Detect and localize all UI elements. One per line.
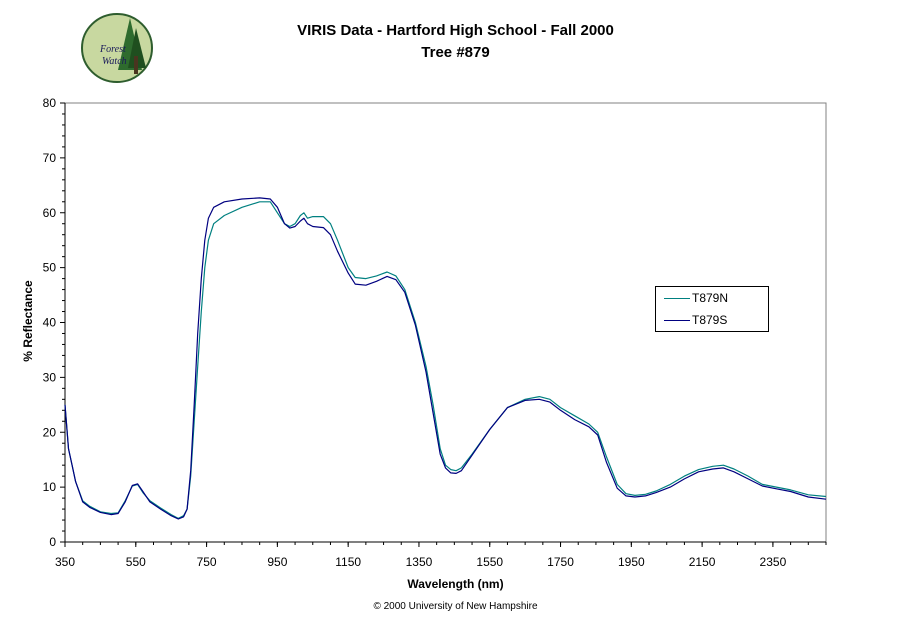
y-axis-label: % Reflectance (21, 280, 35, 362)
x-tick-label: 350 (55, 555, 75, 569)
forest-watch-logo: Forest Watch (80, 12, 154, 89)
x-tick-label: 2150 (689, 555, 716, 569)
x-tick-label: 1550 (476, 555, 503, 569)
x-tick-label: 1350 (406, 555, 433, 569)
y-tick-label: 40 (43, 316, 57, 330)
y-tick-label: 50 (43, 261, 57, 275)
legend-swatch-t879s (664, 319, 690, 321)
x-tick-label: 1150 (335, 555, 361, 569)
chart-title: VIRIS Data - Hartford High School - Fall… (297, 22, 614, 39)
x-tick-label: 1750 (547, 555, 574, 569)
y-tick-label: 0 (49, 535, 56, 549)
y-tick-label: 20 (43, 425, 57, 439)
x-axis-label: Wavelength (nm) (407, 577, 504, 591)
y-tick-label: 70 (43, 151, 57, 165)
y-tick-label: 80 (43, 96, 57, 110)
x-tick-label: 750 (197, 555, 217, 569)
legend: T879N T879S (655, 286, 769, 332)
legend-label-t879s: T879S (692, 313, 728, 327)
logo-text-forest: Forest (99, 44, 126, 55)
series-line-t879n (64, 201, 827, 519)
series-line-t879s (64, 197, 827, 520)
x-tick-label: 550 (126, 555, 146, 569)
x-tick-label: 1950 (618, 555, 645, 569)
x-tick-label: 950 (267, 555, 287, 569)
logo-text-watch: Watch (102, 56, 127, 67)
legend-item-t879n: T879N (664, 290, 728, 306)
legend-item-t879s: T879S (664, 312, 727, 328)
y-tick-label: 30 (43, 370, 57, 384)
copyright-text: © 2000 University of New Hampshire (373, 601, 538, 612)
legend-swatch-t879n (664, 297, 690, 299)
chart-subtitle: Tree #879 (421, 44, 490, 61)
y-tick-label: 10 (43, 480, 57, 494)
x-tick-label: 2350 (760, 555, 787, 569)
legend-label-t879n: T879N (692, 291, 729, 305)
y-tick-label: 60 (43, 206, 57, 220)
